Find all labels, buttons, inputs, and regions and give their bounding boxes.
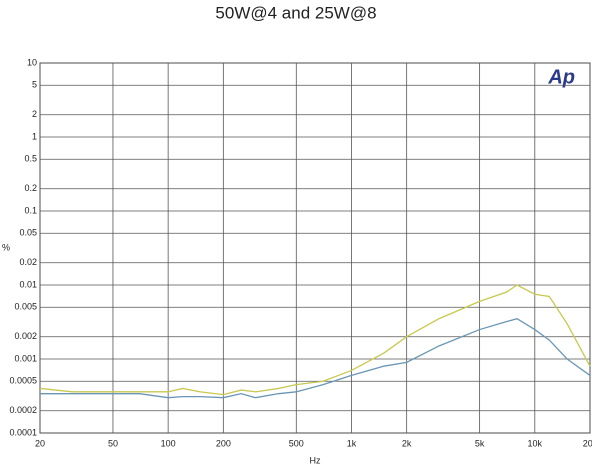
y-tick-label: 10 xyxy=(27,57,37,67)
y-tick-label: 0.0002 xyxy=(9,405,37,415)
y-axis-label: % xyxy=(2,242,10,252)
logo: Ap xyxy=(547,66,575,88)
x-tick-label: 1k xyxy=(347,438,357,448)
chart-title: 50W@4 and 25W@8 xyxy=(215,3,376,22)
plot-area xyxy=(39,62,591,434)
y-tick-label: 0.01 xyxy=(19,279,37,289)
x-tick-label: 20k xyxy=(583,438,592,448)
y-tick-label: 0.5 xyxy=(24,154,37,164)
x-axis-label: Hz xyxy=(310,455,321,465)
y-tick-label: 0.2 xyxy=(24,183,37,193)
x-tick-label: 2k xyxy=(402,438,412,448)
x-tick-label: 100 xyxy=(161,438,176,448)
series-line xyxy=(40,318,591,399)
y-tick-label: 1 xyxy=(32,131,37,141)
y-tick-label: 0.0001 xyxy=(9,427,37,437)
y-tick-label: 0.001 xyxy=(14,353,37,363)
y-tick-label: 0.02 xyxy=(19,257,37,267)
y-tick-label: 0.05 xyxy=(19,228,37,238)
x-tick-label: 500 xyxy=(289,438,304,448)
y-tick-label: 0.1 xyxy=(24,205,37,215)
y-tick-label: 0.0005 xyxy=(9,376,37,386)
x-tick-label: 5k xyxy=(475,438,485,448)
y-tick-label: 5 xyxy=(32,80,37,90)
x-tick-label: 20 xyxy=(35,438,45,448)
x-tick-label: 200 xyxy=(216,438,231,448)
y-tick-label: 2 xyxy=(32,109,37,119)
series-line xyxy=(39,284,591,396)
y-tick-label: 0.005 xyxy=(14,302,37,312)
y-tick-label: 0.002 xyxy=(14,331,37,341)
x-tick-label: 10k xyxy=(528,438,543,448)
x-tick-label: 50 xyxy=(108,438,118,448)
